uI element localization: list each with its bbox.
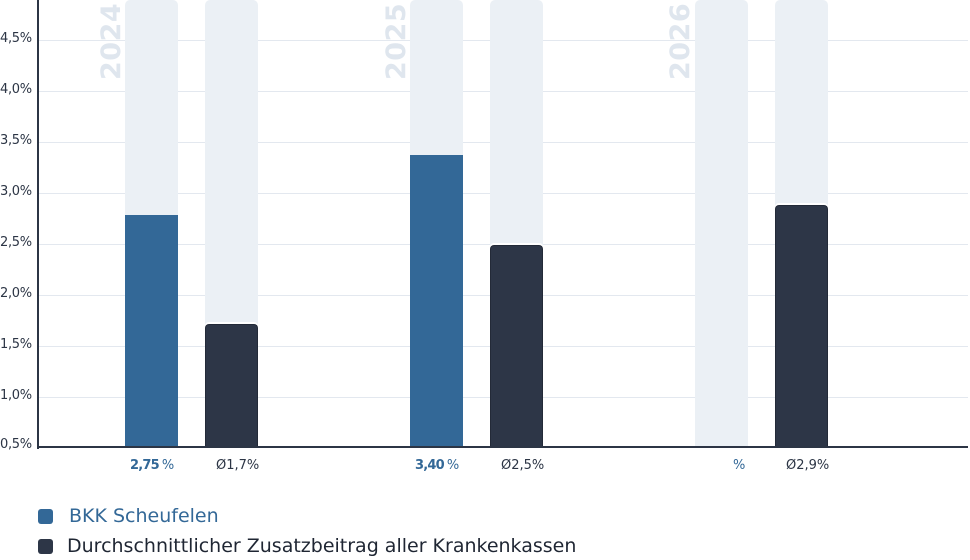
bar-bkk-2024[interactable] <box>125 215 178 447</box>
bar-avg-2024[interactable] <box>205 324 258 448</box>
bar-avg-2026[interactable] <box>775 205 828 448</box>
bar-track-bkk-2026 <box>695 0 748 447</box>
y-tick-label: 4,5% <box>0 31 32 46</box>
year-label: 2025 <box>381 2 412 80</box>
y-axis-line <box>37 0 39 449</box>
y-tick-label: 3,0% <box>0 184 32 199</box>
avg-value-label: Ø2,5% <box>501 458 545 473</box>
avg-value-label: Ø2,9% <box>786 458 830 473</box>
y-tick-label: 2,0% <box>0 286 32 301</box>
year-label: 2024 <box>96 2 127 80</box>
bkk-value-label: 2,75% <box>130 458 174 473</box>
year-label: 2026 <box>665 2 696 80</box>
x-axis-line <box>37 446 968 448</box>
bkk-unit: % <box>446 458 460 473</box>
bkk-unit: % <box>161 458 175 473</box>
avg-value-label: Ø1,7% <box>216 458 260 473</box>
bar-bkk-2025[interactable] <box>410 155 463 447</box>
y-tick-label: 1,0% <box>0 388 32 403</box>
y-tick-label: 1,5% <box>0 337 32 352</box>
bkk-unit: % <box>733 458 746 473</box>
y-tick-label: 2,5% <box>0 235 32 250</box>
bkk-value-label: 3,40% <box>415 458 459 473</box>
legend-swatch-blue <box>38 508 53 524</box>
bkk-value: 2,75 <box>130 458 160 473</box>
y-tick-label: 4,0% <box>0 82 32 97</box>
legend-item-average[interactable]: Durchschnittlicher Zusatzbeitrag aller K… <box>38 535 576 557</box>
bkk-value-label: % <box>730 458 745 473</box>
legend-label: Durchschnittlicher Zusatzbeitrag aller K… <box>67 535 577 557</box>
y-tick-label: 3,5% <box>0 133 32 148</box>
y-tick-label: 0,5% <box>0 437 32 452</box>
bar-avg-2025[interactable] <box>490 245 543 448</box>
legend-item-bkk[interactable]: BKK Scheufelen <box>38 505 219 527</box>
legend-label: BKK Scheufelen <box>69 505 219 527</box>
legend-swatch-dark <box>38 538 53 554</box>
bkk-value: 3,40 <box>415 458 445 473</box>
